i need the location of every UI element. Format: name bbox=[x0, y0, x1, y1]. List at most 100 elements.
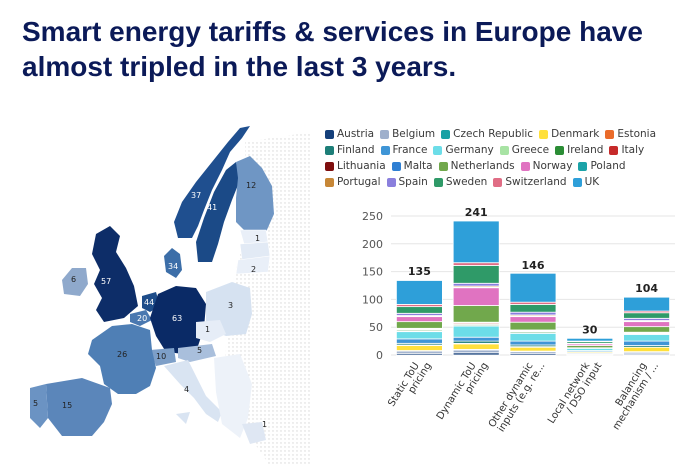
legend-label: Spain bbox=[398, 176, 428, 188]
map-country-greece bbox=[242, 422, 266, 444]
legend-label: Portugal bbox=[337, 176, 381, 188]
legend-item-ireland[interactable]: Ireland bbox=[555, 144, 603, 156]
bar-segment-switzerland[interactable] bbox=[452, 262, 500, 266]
y-tick-label: 50 bbox=[369, 321, 383, 334]
bar-segment-germany[interactable] bbox=[396, 331, 443, 340]
map-country-austria bbox=[178, 344, 216, 362]
legend-item-poland[interactable]: Poland bbox=[578, 160, 626, 172]
legend-label: Finland bbox=[337, 144, 375, 156]
legend-item-greece[interactable]: Greece bbox=[499, 144, 550, 156]
bar-segment-uk[interactable] bbox=[566, 337, 614, 342]
legend-item-norway[interactable]: Norway bbox=[520, 160, 572, 172]
legend-swatch bbox=[380, 129, 390, 139]
map-country-ireland bbox=[62, 268, 88, 296]
bar-segment-uk[interactable] bbox=[509, 272, 557, 303]
bar-segment-denmark[interactable] bbox=[396, 345, 443, 351]
map-country-portugal bbox=[30, 384, 48, 428]
legend-item-finland[interactable]: Finland bbox=[325, 144, 375, 156]
bar-segment-belgium[interactable] bbox=[452, 349, 500, 354]
map-country-sweden bbox=[196, 162, 240, 262]
bar-segment-sweden[interactable] bbox=[452, 265, 500, 284]
map-country-italy bbox=[164, 360, 222, 422]
bar-segment-netherlands[interactable] bbox=[452, 305, 500, 323]
legend-label: Switzerland bbox=[505, 176, 567, 188]
bar-segment-norway[interactable] bbox=[396, 316, 443, 323]
legend-swatch bbox=[539, 129, 549, 139]
legend-swatch bbox=[391, 161, 401, 171]
legend-label: Greece bbox=[511, 144, 550, 156]
bar-segment-norway[interactable] bbox=[509, 316, 557, 323]
title-line-1: Smart energy tariffs & services in Europ… bbox=[22, 16, 643, 47]
bar-segment-netherlands[interactable] bbox=[623, 326, 671, 333]
bar-segment-germany[interactable] bbox=[452, 325, 500, 338]
legend-swatch bbox=[325, 145, 334, 155]
map-label-germany: 63 bbox=[172, 314, 182, 323]
bar-segment-germany[interactable] bbox=[623, 334, 671, 342]
bar-segment-uk[interactable] bbox=[452, 220, 500, 264]
legend-swatch bbox=[433, 177, 443, 187]
legend-item-denmark[interactable]: Denmark bbox=[539, 128, 599, 140]
bar-segment-netherlands[interactable] bbox=[509, 321, 557, 331]
map-label-latvia: 2 bbox=[251, 265, 256, 274]
bar-segment-uk[interactable] bbox=[396, 280, 443, 305]
bar-segment-uk[interactable] bbox=[623, 296, 671, 312]
map-label-greece: 1 bbox=[262, 420, 267, 429]
bar-segment-sweden[interactable] bbox=[509, 304, 557, 313]
map-country-finland bbox=[236, 156, 274, 234]
bar-segment-netherlands[interactable] bbox=[396, 321, 443, 329]
y-tick-label: 100 bbox=[362, 293, 383, 306]
legend-swatch bbox=[555, 145, 565, 155]
legend-swatch bbox=[609, 145, 619, 155]
map-country-germany bbox=[150, 286, 206, 354]
legend-label: Ireland bbox=[567, 144, 604, 156]
map-label-uk: 57 bbox=[101, 277, 111, 286]
bar-segment-norway[interactable] bbox=[623, 321, 671, 328]
bar-segment-spain[interactable] bbox=[509, 311, 557, 316]
legend-label: Germany bbox=[445, 144, 494, 156]
legend-item-estonia[interactable]: Estonia bbox=[605, 128, 656, 140]
legend-swatch bbox=[325, 129, 334, 139]
bar-segment-france[interactable] bbox=[452, 336, 500, 342]
chart-legend: Austria Belgium Czech Republic Denmark Eston… bbox=[325, 126, 675, 190]
bar-segment-denmark[interactable] bbox=[509, 346, 557, 352]
legend-label: Netherlands bbox=[450, 160, 515, 172]
bar-segment-spain[interactable] bbox=[452, 282, 500, 287]
bar-segment-denmark[interactable] bbox=[623, 346, 671, 353]
map-label-austria: 5 bbox=[197, 346, 202, 355]
legend-swatch bbox=[520, 161, 530, 171]
legend-item-malta[interactable]: Malta bbox=[391, 160, 433, 172]
bar-segment-france[interactable] bbox=[509, 340, 557, 346]
legend-item-belgium[interactable]: Belgium bbox=[380, 128, 435, 140]
map-label-finland: 12 bbox=[246, 181, 256, 190]
legend-item-lithuania[interactable]: Lithuania bbox=[325, 160, 386, 172]
legend-item-spain[interactable]: Spain bbox=[386, 176, 428, 188]
legend-item-france[interactable]: France bbox=[380, 144, 427, 156]
map-label-norway: 37 bbox=[191, 191, 201, 200]
legend-item-netherlands[interactable]: Netherlands bbox=[438, 160, 515, 172]
legend-item-sweden[interactable]: Sweden bbox=[433, 176, 487, 188]
map-label-spain: 15 bbox=[62, 401, 72, 410]
legend-item-czech-republic[interactable]: Czech Republic bbox=[441, 128, 533, 140]
bar-segment-france[interactable] bbox=[623, 340, 671, 346]
legend-item-switzerland[interactable]: Switzerland bbox=[493, 176, 567, 188]
legend-item-germany[interactable]: Germany bbox=[433, 144, 494, 156]
bar-segment-denmark[interactable] bbox=[452, 343, 500, 350]
legend-swatch bbox=[493, 177, 503, 187]
legend-item-uk[interactable]: UK bbox=[572, 176, 599, 188]
bar-segment-sweden[interactable] bbox=[396, 306, 443, 314]
legend-item-austria[interactable]: Austria bbox=[325, 128, 374, 140]
legend-swatch bbox=[438, 161, 448, 171]
bar-segment-germany[interactable] bbox=[509, 332, 557, 342]
bar-segment-sweden[interactable] bbox=[623, 312, 671, 319]
bar-segment-norway[interactable] bbox=[452, 287, 500, 306]
map-label-italy: 4 bbox=[184, 385, 189, 394]
legend-label: Malta bbox=[403, 160, 433, 172]
legend-swatch bbox=[572, 177, 582, 187]
bar-total-label: 30 bbox=[582, 323, 598, 336]
bar-total-label: 146 bbox=[522, 259, 545, 272]
legend-label: Lithuania bbox=[337, 160, 386, 172]
legend-item-portugal[interactable]: Portugal bbox=[325, 176, 381, 188]
legend-row: Portugal Spain Sweden Switzerland UK bbox=[325, 174, 675, 190]
bar-segment-france[interactable] bbox=[396, 338, 443, 344]
legend-item-italy[interactable]: Italy bbox=[609, 144, 644, 156]
